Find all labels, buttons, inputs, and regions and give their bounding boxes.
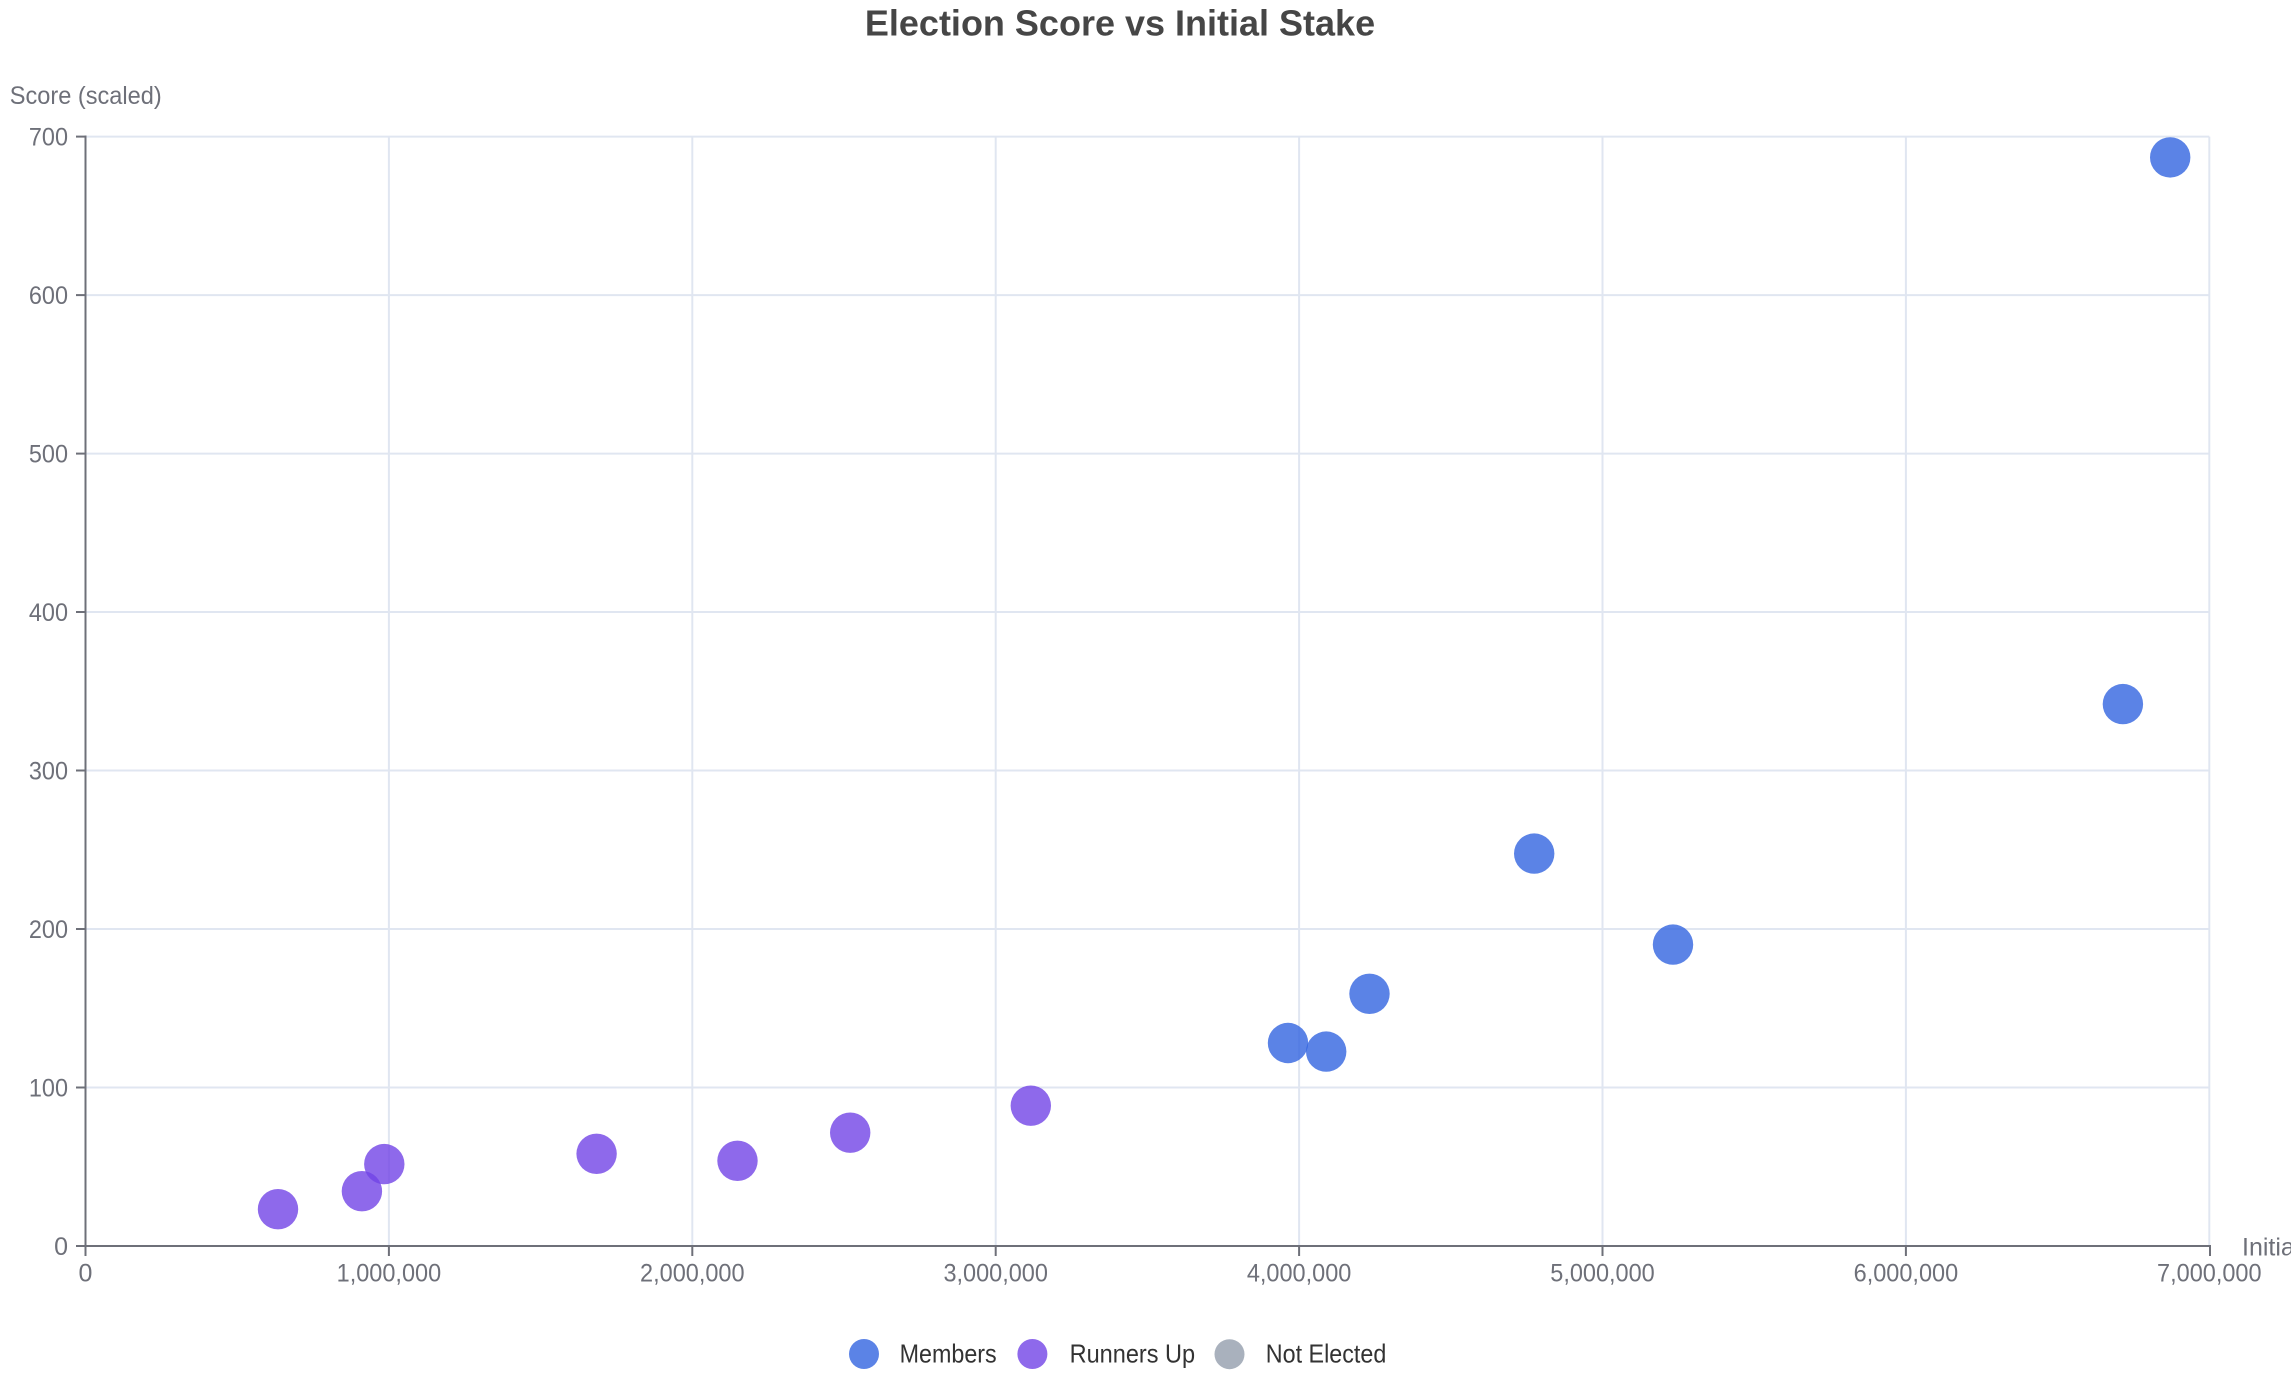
svg-text:Members: Members: [900, 1338, 997, 1368]
svg-text:6,000,000: 6,000,000: [1854, 1260, 1959, 1288]
svg-text:Election Score vs Initial Stak: Election Score vs Initial Stake: [865, 3, 1375, 44]
svg-text:4,000,000: 4,000,000: [1247, 1260, 1352, 1288]
svg-text:100: 100: [29, 1075, 68, 1103]
svg-text:200: 200: [29, 916, 68, 944]
svg-text:Initial Stake: Initial Stake: [2242, 1233, 2291, 1261]
svg-text:3,000,000: 3,000,000: [943, 1260, 1048, 1288]
svg-text:7,000,000: 7,000,000: [2157, 1260, 2262, 1288]
svg-text:Not Elected: Not Elected: [1266, 1338, 1387, 1368]
svg-text:500: 500: [29, 441, 68, 469]
svg-text:600: 600: [29, 282, 68, 310]
svg-text:0: 0: [79, 1260, 93, 1288]
svg-text:1,000,000: 1,000,000: [337, 1260, 442, 1288]
svg-text:700: 700: [29, 124, 68, 152]
svg-text:0: 0: [54, 1233, 68, 1261]
svg-text:400: 400: [29, 599, 68, 627]
svg-text:Runners Up: Runners Up: [1070, 1338, 1196, 1368]
svg-text:300: 300: [29, 758, 68, 786]
svg-text:Score (scaled): Score (scaled): [10, 82, 162, 110]
svg-text:5,000,000: 5,000,000: [1550, 1260, 1655, 1288]
svg-text:2,000,000: 2,000,000: [640, 1260, 745, 1288]
